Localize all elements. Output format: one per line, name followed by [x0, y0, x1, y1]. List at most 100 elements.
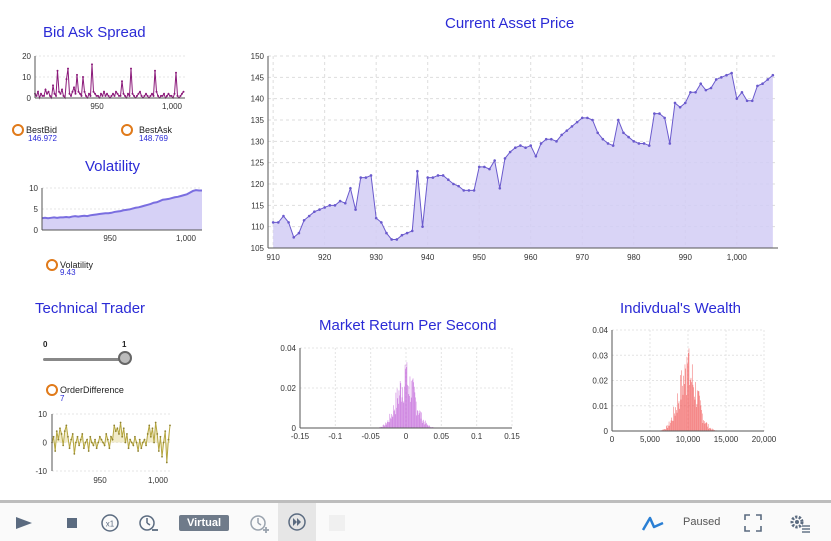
- price-point: [483, 165, 486, 169]
- price-point: [596, 131, 599, 135]
- bidask-point: [56, 69, 59, 72]
- market-return-bar: [398, 390, 400, 428]
- market-return-bar: [407, 385, 409, 428]
- price-point: [405, 231, 409, 235]
- price-point: [359, 176, 363, 179]
- order-diff-point: [89, 435, 92, 438]
- order-difference-chart: -10 0 10 950 1,000: [35, 410, 171, 485]
- market-return-bar: [404, 364, 406, 428]
- settings-button[interactable]: [787, 511, 813, 535]
- market-return-bar: [410, 401, 411, 428]
- chart-line-icon: [641, 516, 664, 531]
- order-diff-point: [70, 438, 73, 441]
- price-point: [400, 233, 404, 237]
- best-ask-value: 148.769: [139, 134, 168, 143]
- bidask-point: [169, 94, 171, 97]
- bidask-point: [53, 92, 56, 95]
- order-diff-point: [118, 433, 120, 435]
- price-point: [617, 118, 620, 122]
- slider-handle[interactable]: [118, 351, 132, 365]
- price-area: [273, 73, 773, 248]
- bidask-point: [115, 90, 117, 93]
- bidask-point: [116, 92, 119, 95]
- price-point: [503, 157, 507, 160]
- market-return-bar: [387, 421, 388, 428]
- slow-down-button[interactable]: [137, 511, 161, 535]
- graph-view-button[interactable]: [640, 511, 666, 535]
- order-diff-point: [71, 433, 74, 435]
- best-bid-label: BestBid: [26, 125, 58, 135]
- speed-x1-button[interactable]: x1: [98, 511, 122, 535]
- volatility-xtick-label: 1,000: [176, 234, 197, 243]
- bidask-point: [80, 94, 83, 97]
- volatility-ytick-label: 10: [29, 184, 38, 193]
- price-point: [627, 135, 630, 139]
- wealth-bar: [697, 390, 699, 431]
- bidask-point: [106, 92, 108, 95]
- best-bid-legend-icon[interactable]: [12, 124, 24, 136]
- price-point: [364, 176, 368, 179]
- market-return-bar: [396, 407, 397, 428]
- price-point: [519, 144, 522, 147]
- price-point: [560, 133, 563, 137]
- market-return-bar: [382, 425, 384, 428]
- price-ytick-label: 145: [251, 73, 265, 82]
- price-point: [725, 73, 728, 77]
- bidask-point: [161, 94, 164, 97]
- price-xtick-label: 910: [266, 253, 280, 262]
- price-point: [277, 221, 280, 224]
- market-return-bar: [394, 409, 395, 428]
- market-return-bar: [385, 422, 386, 428]
- play-button[interactable]: [12, 511, 36, 535]
- bidask-point: [85, 94, 87, 97]
- price-point: [369, 174, 373, 177]
- order-diff-point: [140, 447, 143, 450]
- wealth-bar: [666, 426, 667, 431]
- market-return-bar: [393, 411, 395, 428]
- slider-track[interactable]: [43, 358, 127, 361]
- market-return-bar: [417, 410, 418, 428]
- gear-icon: [790, 515, 810, 533]
- order-diff-point: [87, 450, 90, 452]
- price-point: [637, 142, 641, 145]
- price-point: [333, 204, 337, 207]
- fast-forward-button[interactable]: [278, 503, 316, 541]
- market-return-bar: [399, 395, 400, 428]
- volatility-value: 9.43: [60, 268, 76, 277]
- order-diff-point: [148, 424, 151, 427]
- wealth-bar: [677, 393, 678, 431]
- virtual-time-toggle[interactable]: Virtual: [179, 515, 229, 531]
- speed-up-button[interactable]: [248, 511, 272, 535]
- best-ask-legend-icon[interactable]: [121, 124, 133, 136]
- wealth-xtick-label: 20,000: [752, 435, 777, 444]
- order-diff-point: [164, 430, 167, 432]
- wealth-bar: [705, 423, 706, 431]
- order-diff-point: [105, 433, 108, 435]
- bidask-point: [155, 90, 158, 93]
- bidask-point: [175, 71, 177, 74]
- volatility-legend-icon[interactable]: [46, 259, 58, 271]
- bidask-point: [149, 94, 152, 97]
- wealth-bar: [693, 396, 695, 431]
- order-difference-legend-icon[interactable]: [46, 384, 58, 396]
- order-diff-point: [67, 435, 69, 438]
- bidask-point: [97, 94, 99, 97]
- clock-minus-icon: [139, 515, 158, 531]
- price-point: [390, 238, 393, 241]
- fullscreen-button[interactable]: [741, 511, 765, 535]
- market-return-bar: [428, 426, 429, 428]
- stop-button[interactable]: [62, 511, 82, 535]
- wealth-bar: [710, 428, 712, 431]
- order-diff-point: [97, 441, 100, 444]
- bidask-point: [112, 92, 114, 95]
- market-return-bar: [409, 376, 411, 428]
- order-diff-point: [110, 435, 112, 438]
- market-return-bar: [421, 422, 423, 428]
- order-diff-point: [62, 444, 65, 447]
- bidask-point: [61, 88, 63, 91]
- order-diff-point: [135, 441, 138, 444]
- price-point: [642, 142, 646, 145]
- market-return-bar: [417, 410, 419, 428]
- price-point: [338, 199, 342, 203]
- bidask-point: [179, 94, 182, 97]
